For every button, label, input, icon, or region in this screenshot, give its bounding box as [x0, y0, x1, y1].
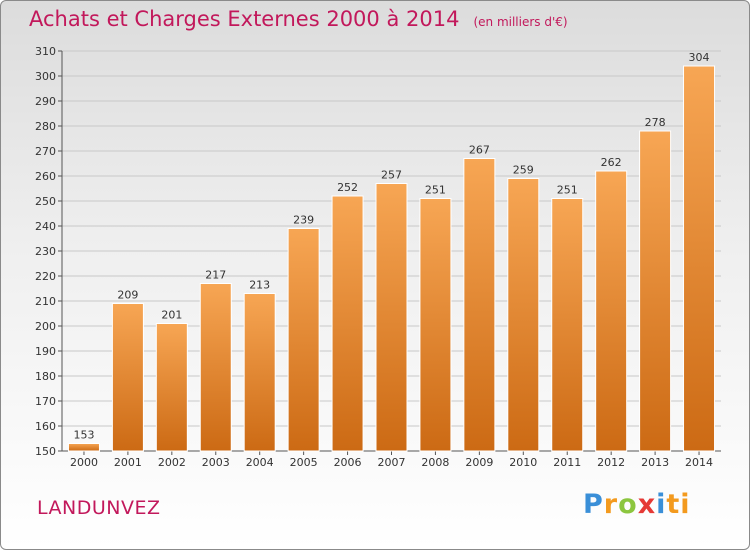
x-tick-label: 2001: [114, 456, 142, 469]
bar: [551, 198, 584, 452]
y-tick-label: 210: [35, 295, 56, 308]
y-tick-label: 200: [35, 320, 56, 333]
y-tick-label: 250: [35, 195, 56, 208]
bar-value-label: 262: [601, 156, 622, 169]
x-tick-label: 2005: [290, 456, 318, 469]
y-tick-label: 230: [35, 245, 56, 258]
proxiti-logo: Proxiti: [583, 489, 691, 520]
bar: [111, 303, 144, 452]
x-tick-label: 2004: [246, 456, 274, 469]
bar: [331, 195, 364, 452]
bar: [155, 323, 188, 452]
bar: [375, 183, 408, 452]
commune-name: LANDUNVEZ: [37, 497, 161, 519]
bar-value-label: 267: [469, 144, 490, 157]
bar: [683, 65, 716, 452]
bar-value-label: 259: [513, 164, 534, 177]
y-tick-label: 170: [35, 395, 56, 408]
bar-value-label: 251: [557, 184, 578, 197]
x-tick-label: 2000: [70, 456, 98, 469]
y-tick-label: 160: [35, 420, 56, 433]
bar: [243, 293, 276, 452]
bar-value-label: 217: [205, 269, 226, 282]
y-tick-label: 280: [35, 120, 56, 133]
y-tick-label: 150: [35, 445, 56, 458]
x-tick-label: 2013: [641, 456, 669, 469]
bar: [67, 443, 100, 452]
bar-value-label: 252: [337, 181, 358, 194]
bar-value-label: 153: [73, 429, 94, 442]
x-tick-label: 2008: [421, 456, 449, 469]
title-row: Achats et Charges Externes 2000 à 2014 (…: [29, 7, 568, 31]
y-tick-label: 310: [35, 45, 56, 58]
bar: [287, 228, 320, 452]
y-tick-label: 220: [35, 270, 56, 283]
bar-value-label: 278: [645, 116, 666, 129]
bar-value-label: 251: [425, 184, 446, 197]
y-tick-label: 190: [35, 345, 56, 358]
y-tick-label: 270: [35, 145, 56, 158]
bars: [67, 65, 716, 452]
x-tick-label: 2007: [378, 456, 406, 469]
bar: [507, 178, 540, 452]
x-tick-label: 2012: [597, 456, 625, 469]
bar-value-label: 209: [117, 289, 138, 302]
bar: [639, 130, 672, 452]
bar: [463, 158, 496, 452]
x-tick-label: 2009: [465, 456, 493, 469]
x-tick-label: 2006: [334, 456, 362, 469]
chart-subtitle: (en milliers d'€): [473, 15, 568, 29]
x-tick-label: 2002: [158, 456, 186, 469]
bar-value-label: 257: [381, 169, 402, 182]
bar-value-label: 304: [689, 51, 710, 64]
y-tick-label: 180: [35, 370, 56, 383]
bar-value-label: 201: [161, 309, 182, 322]
x-tick-label: 2010: [509, 456, 537, 469]
y-tick-label: 240: [35, 220, 56, 233]
x-tick-label: 2014: [685, 456, 713, 469]
bar-value-label: 213: [249, 279, 270, 292]
x-tick-label: 2003: [202, 456, 230, 469]
bar: [595, 170, 628, 452]
y-tick-label: 300: [35, 70, 56, 83]
y-tick-label: 290: [35, 95, 56, 108]
y-tick-label: 260: [35, 170, 56, 183]
labels: 150 160 170 180 190 200 210 220 230 240 250 260 270 2…: [35, 45, 713, 469]
bar: [419, 198, 452, 452]
x-tick-label: 2011: [553, 456, 581, 469]
bar: [199, 283, 232, 452]
bar-value-label: 239: [293, 214, 314, 227]
chart-title: Achats et Charges Externes 2000 à 2014: [29, 7, 460, 31]
